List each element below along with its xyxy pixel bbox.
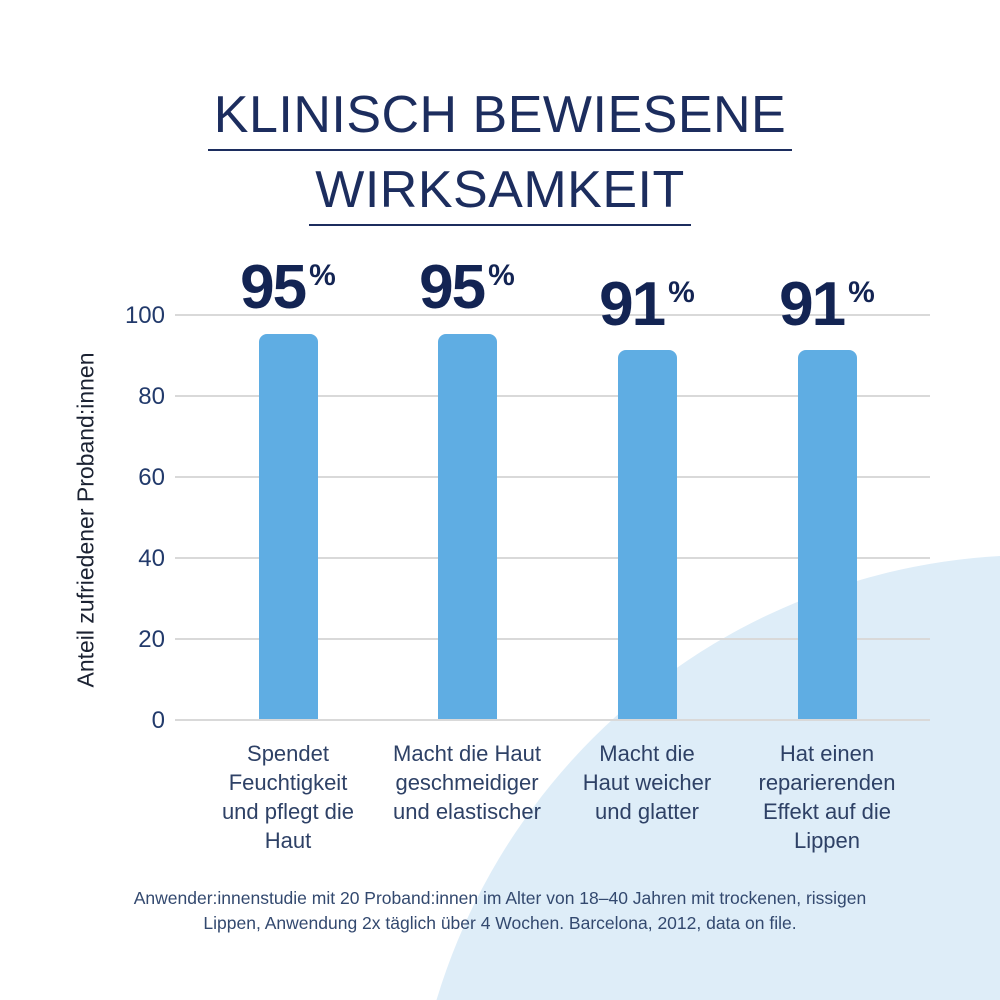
- bar-2: [437, 334, 497, 719]
- y-tick-label-100: 100: [124, 302, 165, 329]
- category-label-3: Macht die Haut weicher und glatter: [582, 741, 712, 824]
- y-tick-label-80: 80: [138, 383, 165, 410]
- chart-title: KLINISCH BEWIESENE WIRKSAMKEIT: [0, 88, 1000, 226]
- gridline-80: [175, 395, 930, 397]
- bar-group-1: 95%: [198, 253, 378, 719]
- bar-value-label-1: 95%: [240, 253, 336, 323]
- bar-group-3: 91%: [557, 269, 737, 719]
- category-label-2: Macht die Haut geschmeidiger und elastis…: [393, 741, 541, 824]
- study-footnote: Anwender:innenstudie mit 20 Proband:inne…: [0, 886, 1000, 936]
- gridline-0: [175, 719, 930, 721]
- category-label-1: Spendet Feuchtigkeit und pflegt die Haut: [221, 741, 355, 853]
- y-axis-title: Anteil zufriedener Proband:innen: [72, 352, 99, 688]
- bar-group-4: 91%: [737, 269, 917, 719]
- bar-1: [258, 334, 318, 719]
- bar-value-label-4: 91%: [779, 269, 875, 339]
- percent-sign-3: %: [668, 275, 695, 309]
- percent-sign-1: %: [309, 259, 336, 293]
- bar-3: [617, 350, 677, 719]
- bar-4: [797, 350, 857, 719]
- y-tick-label-20: 20: [138, 626, 165, 653]
- study-footnote-line1: Anwender:innenstudie mit 20 Proband:inne…: [133, 888, 867, 908]
- bar-value-number-1: 95: [240, 253, 307, 323]
- chart-title-line2: WIRKSAMKEIT: [309, 163, 691, 226]
- percent-sign-4: %: [848, 275, 875, 309]
- bar-value-number-4: 91: [779, 269, 846, 339]
- gridline-40: [175, 557, 930, 559]
- y-tick-label-40: 40: [138, 545, 165, 572]
- y-tick-label-0: 0: [151, 707, 165, 734]
- chart-title-line1: KLINISCH BEWIESENE: [207, 88, 793, 151]
- category-label-4: Hat einen reparierenden Effekt auf die L…: [758, 741, 896, 853]
- bar-value-number-2: 95: [419, 253, 486, 323]
- bar-value-label-2: 95%: [419, 253, 515, 323]
- bar-value-label-3: 91%: [599, 269, 695, 339]
- study-footnote-line2: Lippen, Anwendung 2x täglich über 4 Woch…: [203, 913, 797, 933]
- percent-sign-2: %: [488, 259, 515, 293]
- gridline-100: [175, 314, 930, 316]
- bar-group-2: 95%: [377, 253, 557, 719]
- bar-value-number-3: 91: [599, 269, 666, 339]
- y-tick-label-60: 60: [138, 464, 165, 491]
- gridline-20: [175, 638, 930, 640]
- gridline-60: [175, 476, 930, 478]
